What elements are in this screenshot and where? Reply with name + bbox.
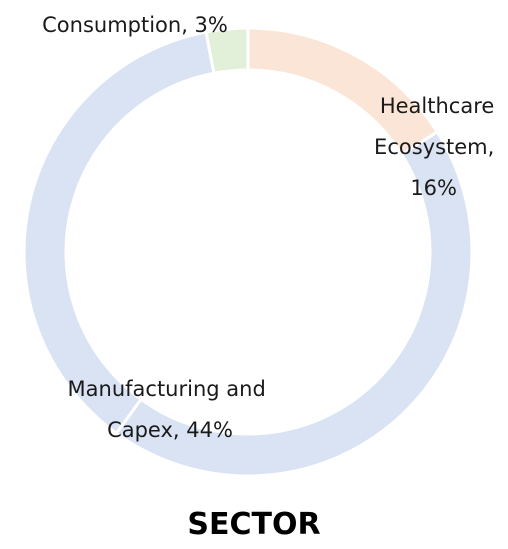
chart-title: SECTOR bbox=[187, 507, 320, 542]
slice-label-manufacturing-line-1: Manufacturing and bbox=[68, 377, 266, 401]
labels-group: Consumption, 3% Healthcare Ecosystem, 16… bbox=[42, 13, 501, 442]
slice-manufacturing-and-capex bbox=[114, 129, 474, 478]
slice-label-healthcare-line-1: Healthcare bbox=[380, 94, 494, 118]
slice-label-consumption: Consumption, 3% bbox=[42, 13, 228, 37]
slice-consumption bbox=[204, 26, 250, 75]
slice-label-healthcare-line-3: 16% bbox=[410, 176, 457, 200]
slices-group bbox=[22, 26, 474, 478]
slice-label-healthcare-line-2: Ecosystem, bbox=[374, 135, 494, 159]
slice-label-manufacturing-and-capex: Manufacturing and Capex, 44% bbox=[68, 377, 273, 442]
slice-label-manufacturing-line-2: Capex, 44% bbox=[107, 418, 233, 442]
slice-label-consumption-line-1: Consumption, 3% bbox=[42, 13, 228, 37]
slice-unlabeled-remainder bbox=[22, 30, 216, 436]
slice-label-healthcare-ecosystem: Healthcare Ecosystem, 16% bbox=[374, 94, 501, 200]
